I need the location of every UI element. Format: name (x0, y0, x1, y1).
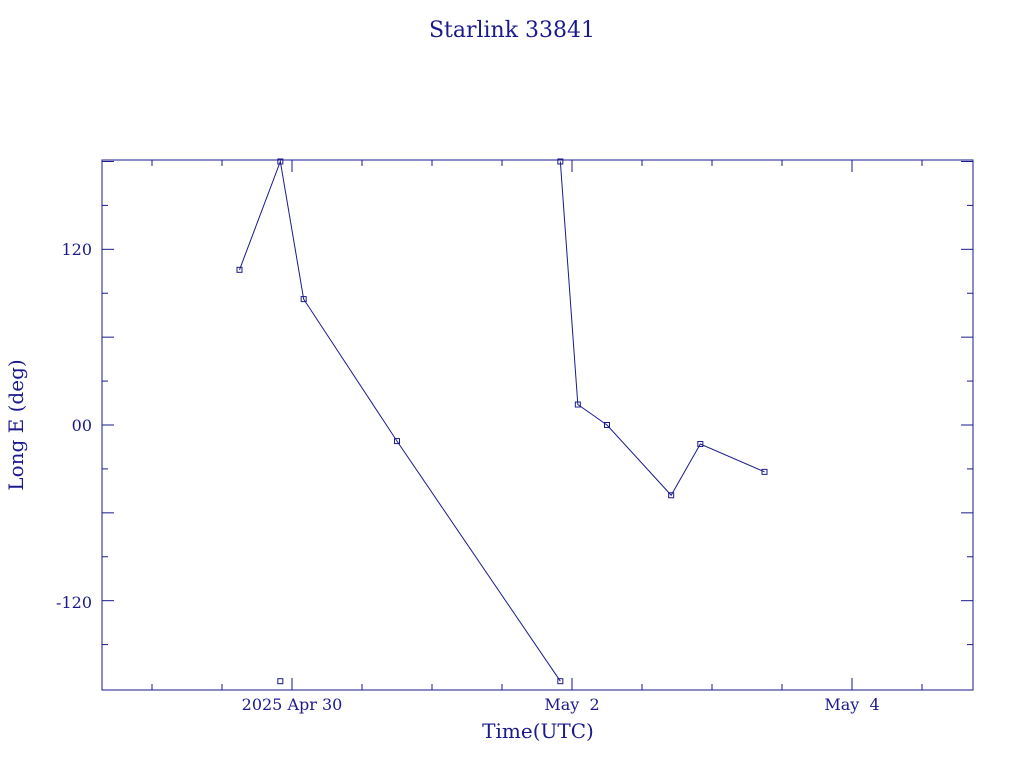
y-tick-label-neg120: -120 (56, 593, 92, 612)
data-point-0-0 (236, 266, 243, 273)
series-layer (236, 158, 768, 685)
data-point-1-0 (557, 158, 564, 165)
data-point-1-2 (604, 422, 610, 428)
y-axis-label: Long E (deg) (4, 359, 28, 490)
y-tick-label-0: 00 (72, 416, 92, 435)
series-line-1 (559, 161, 765, 497)
data-point-1-1 (574, 401, 581, 408)
x-tick-label-may4: May 4 (824, 695, 879, 714)
data-point-extra-0 (277, 678, 284, 685)
data-point-0-3 (394, 438, 400, 445)
data-point-0-4 (557, 678, 564, 685)
data-point-0-1 (277, 158, 284, 165)
data-point-1-5 (761, 468, 768, 475)
series-line-0 (239, 159, 561, 682)
plot-frame (101, 159, 974, 691)
x-tick-label-may2: May 2 (544, 695, 599, 714)
x-axis-label: Time(UTC) (482, 719, 594, 743)
data-point-1-3 (668, 492, 675, 499)
data-point-0-2 (300, 296, 307, 303)
x-tick-label-apr30: 2025 Apr 30 (242, 695, 343, 714)
y-tick-label-120: 120 (61, 240, 92, 259)
data-point-1-4 (697, 441, 704, 448)
chart-title: Starlink 33841 (429, 18, 595, 43)
axis-ticks (102, 160, 973, 690)
